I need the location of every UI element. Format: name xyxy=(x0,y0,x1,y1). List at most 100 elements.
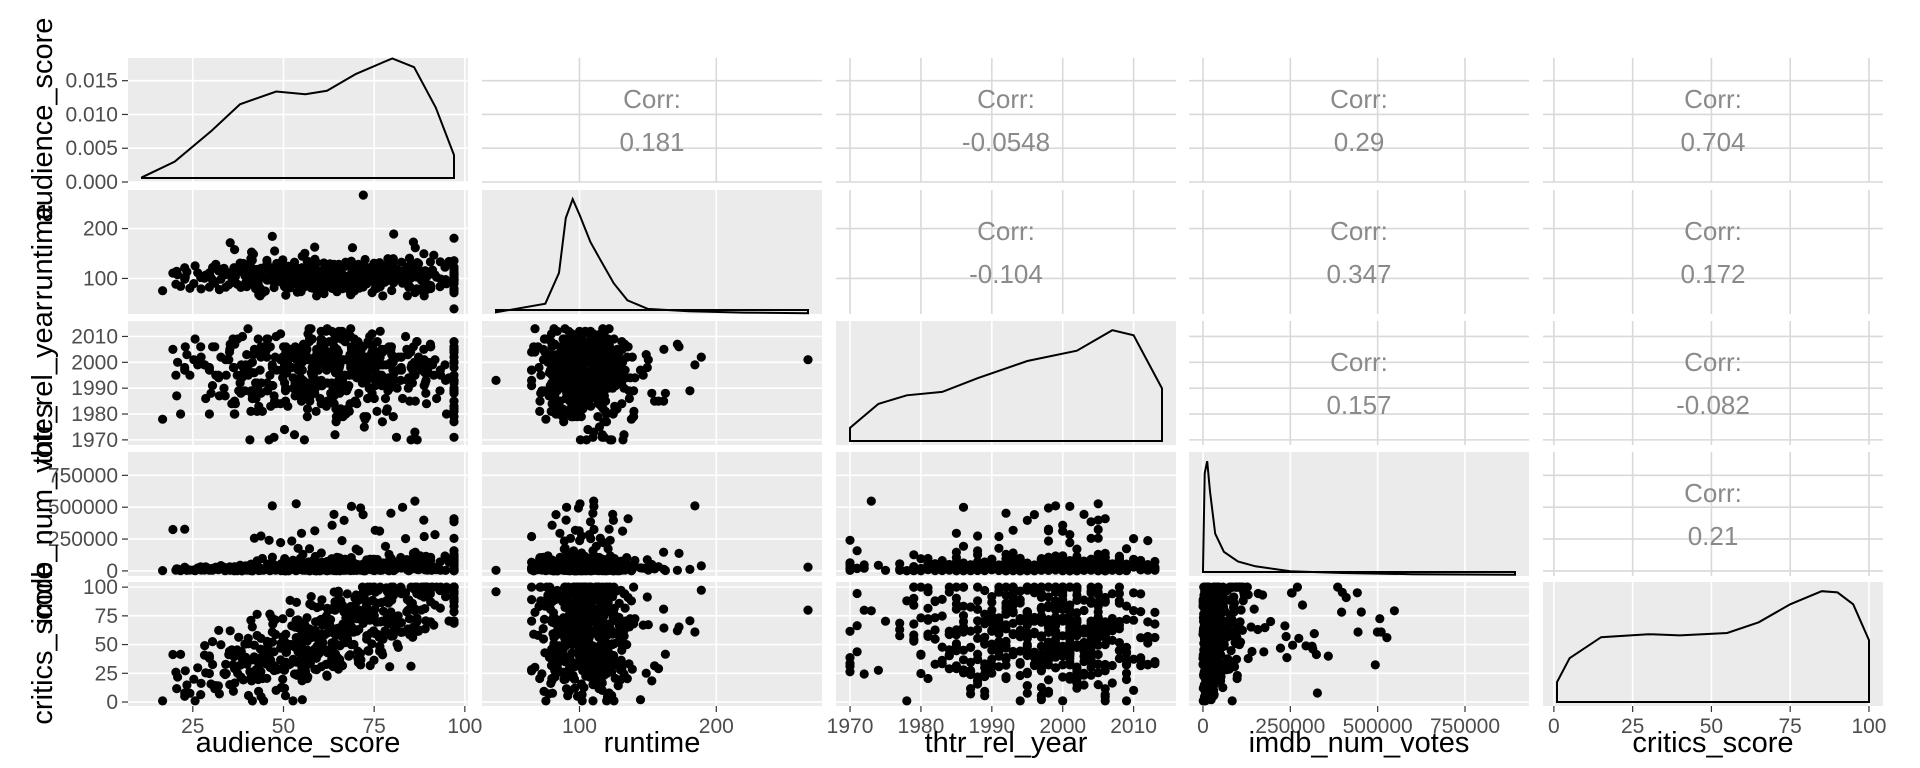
scatter-point xyxy=(588,508,598,518)
scatter-point xyxy=(581,435,592,445)
scatter-point xyxy=(173,357,183,367)
scatter-point xyxy=(944,626,954,636)
scatter-point xyxy=(1043,592,1054,602)
scatter-point xyxy=(272,665,282,675)
scatter-point xyxy=(201,562,211,572)
scatter-point xyxy=(944,664,954,674)
scatter-point xyxy=(173,270,183,280)
scatter-point xyxy=(432,272,442,282)
scatter-point xyxy=(1015,632,1025,642)
scatter-point xyxy=(578,563,588,573)
scatter-point xyxy=(604,524,614,534)
scatter-point xyxy=(1086,616,1096,626)
scatter-point xyxy=(622,640,632,650)
scatter-point xyxy=(240,271,250,281)
scatter-point xyxy=(1114,616,1124,627)
scatter-point xyxy=(369,655,379,665)
scatter-point xyxy=(909,619,919,629)
scatter-point xyxy=(421,375,431,385)
scatter-point xyxy=(1093,649,1103,660)
scatter-point xyxy=(358,509,368,520)
scatter-point xyxy=(1312,688,1322,698)
scatter-point xyxy=(256,633,266,644)
scatter-point xyxy=(1129,615,1139,625)
scatter-point xyxy=(318,347,328,357)
scatter-point xyxy=(550,355,561,365)
scatter-point xyxy=(951,599,962,609)
scatter-point xyxy=(372,406,382,416)
scatter-point xyxy=(937,594,947,605)
scatter-point xyxy=(537,669,547,679)
scatter-point xyxy=(555,383,565,393)
scatter-point xyxy=(588,680,598,690)
scatter-point xyxy=(616,655,626,665)
scatter-point xyxy=(1043,623,1054,633)
scatter-point xyxy=(569,546,579,556)
scatter-point xyxy=(565,383,575,393)
scatter-point xyxy=(214,373,224,383)
scatter-point xyxy=(190,696,200,706)
scatter-point xyxy=(256,692,266,702)
scatter-point xyxy=(1143,617,1153,627)
scatter-point xyxy=(304,565,314,575)
scatter-point xyxy=(449,284,459,294)
scatter-point xyxy=(256,352,266,362)
scatter-point xyxy=(256,531,266,541)
scatter-point xyxy=(419,355,429,365)
scatter-point xyxy=(449,432,459,442)
scatter-point xyxy=(930,634,940,644)
scatter-point xyxy=(951,528,962,538)
scatter-point xyxy=(441,279,452,289)
scatter-point xyxy=(310,526,320,536)
scatter-point xyxy=(346,606,356,616)
scatter-point xyxy=(589,501,599,511)
scatter-point xyxy=(263,263,273,274)
scatter-point xyxy=(398,627,408,637)
scatter-point xyxy=(444,256,454,267)
scatter-point xyxy=(622,342,632,352)
scatter-point xyxy=(441,565,451,576)
scatter-point xyxy=(426,342,436,352)
scatter-point xyxy=(1022,688,1032,698)
scatter-point xyxy=(310,664,320,674)
scatter-point xyxy=(638,370,648,380)
scatter-point xyxy=(558,593,568,604)
scatter-point xyxy=(539,614,550,625)
scatter-point xyxy=(909,582,919,592)
panel-critics_score-critics_score xyxy=(1543,582,1883,706)
scatter-point xyxy=(1022,681,1032,691)
scatter-point xyxy=(314,357,324,367)
scatter-point xyxy=(349,370,359,380)
scatter-point xyxy=(576,554,586,564)
scatter-point xyxy=(546,587,556,597)
scatter-point xyxy=(541,414,551,424)
scatter-point xyxy=(1065,562,1075,572)
scatter-point xyxy=(327,277,337,287)
scatter-point xyxy=(1323,651,1333,661)
scatter-point xyxy=(973,649,983,659)
scatter-point xyxy=(398,502,408,512)
scatter-point xyxy=(1001,653,1011,663)
scatter-point xyxy=(385,662,395,672)
scatter-point xyxy=(605,535,615,545)
scatter-point xyxy=(225,626,235,636)
scatter-point xyxy=(419,582,429,592)
scatter-point xyxy=(553,649,563,660)
scatter-point xyxy=(1093,524,1103,535)
scatter-point xyxy=(449,514,459,524)
scatter-point xyxy=(284,639,294,650)
scatter-point xyxy=(994,543,1004,553)
scatter-point xyxy=(958,502,969,512)
scatter-point xyxy=(1015,595,1025,605)
scatter-point xyxy=(214,689,224,699)
scatter-point xyxy=(576,383,586,393)
scatter-point xyxy=(1136,633,1146,643)
scatter-point xyxy=(279,424,290,435)
scatter-point xyxy=(1136,564,1146,575)
corr-panel-runtime-thtr_rel_year xyxy=(836,190,1176,314)
scatter-point xyxy=(355,649,365,659)
scatter-point xyxy=(391,432,402,442)
scatter-point xyxy=(614,612,624,623)
scatter-point xyxy=(560,674,570,684)
scatter-point xyxy=(690,627,700,637)
